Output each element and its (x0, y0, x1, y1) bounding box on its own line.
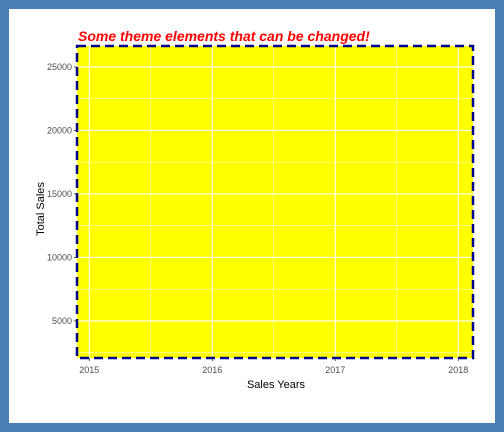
y-tick-label: 5000 (52, 316, 72, 326)
grid-major (77, 46, 473, 358)
grid-minor (77, 46, 473, 358)
x-axis: 2015 2016 2017 2018 (79, 358, 468, 375)
y-tick-label: 20000 (47, 125, 72, 135)
x-tick-label: 2017 (325, 365, 345, 375)
x-tick-label: 2016 (202, 365, 222, 375)
y-axis-title: Total Sales (35, 182, 47, 236)
chart-title: Some theme elements that can be changed! (78, 28, 370, 44)
x-tick-label: 2015 (79, 365, 99, 375)
y-tick-label: 25000 (47, 62, 72, 72)
plot-panel (77, 46, 473, 358)
y-axis: 5000 10000 15000 20000 25000 (47, 62, 77, 326)
plot-panel-border (75, 44, 475, 360)
x-tick-label: 2018 (448, 365, 468, 375)
y-tick-label: 15000 (47, 189, 72, 199)
x-axis-title: Sales Years (247, 379, 306, 391)
y-tick-label: 10000 (47, 252, 72, 262)
